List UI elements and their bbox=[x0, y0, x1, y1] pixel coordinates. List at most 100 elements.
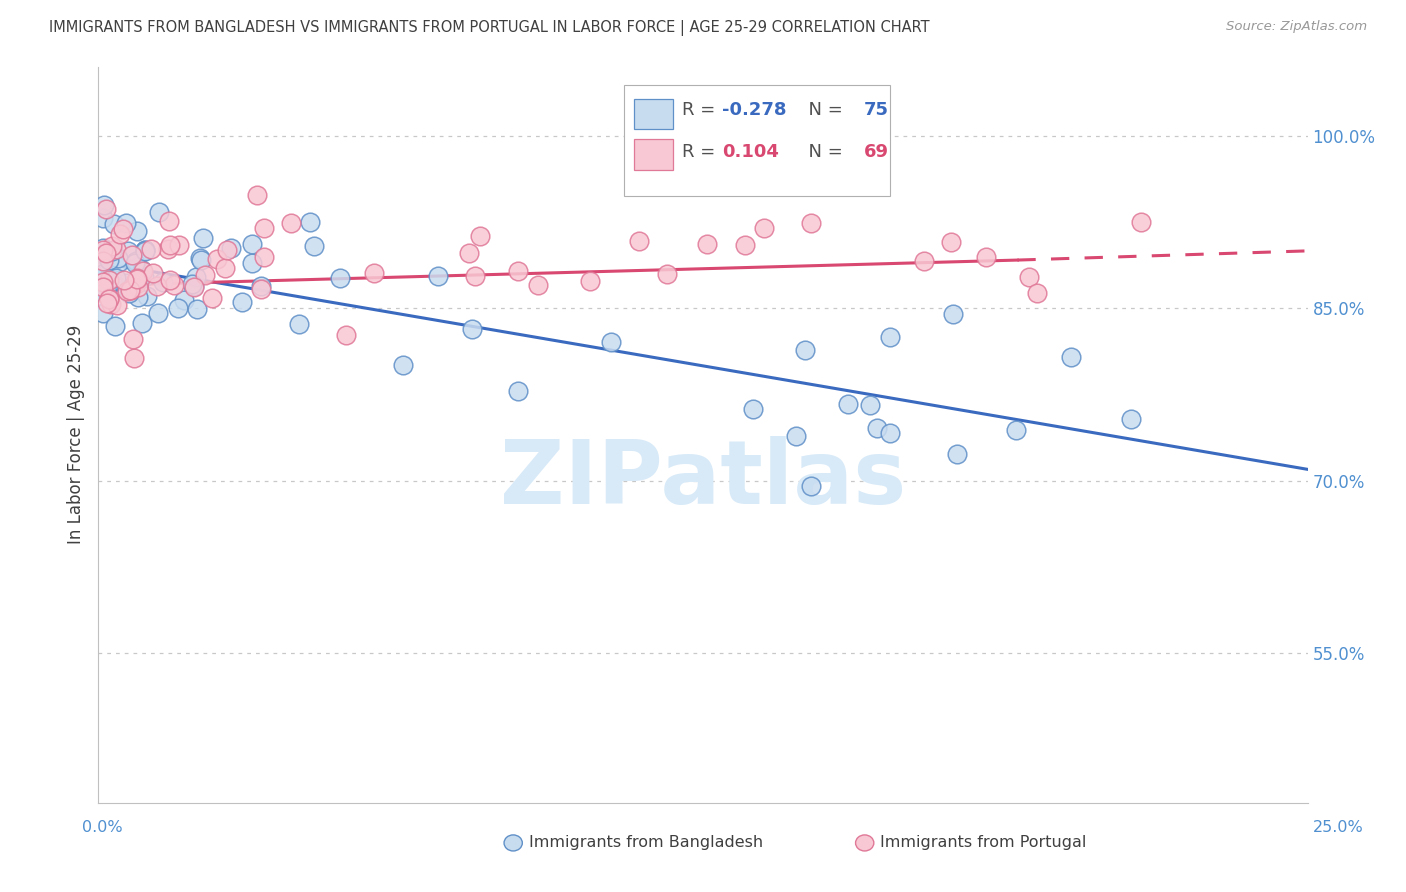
Point bbox=[201, 291, 224, 305]
Point bbox=[134, 244, 156, 258]
Point bbox=[157, 214, 180, 228]
Point bbox=[101, 275, 124, 289]
Point bbox=[93, 198, 115, 212]
Point bbox=[127, 279, 149, 293]
Point bbox=[118, 283, 141, 297]
Text: IMMIGRANTS FROM BANGLADESH VS IMMIGRANTS FROM PORTUGAL IN LABOR FORCE | AGE 25-2: IMMIGRANTS FROM BANGLADESH VS IMMIGRANTS… bbox=[49, 20, 929, 36]
Point bbox=[214, 260, 236, 275]
Point bbox=[742, 402, 765, 417]
Point bbox=[97, 291, 120, 305]
Text: R =: R = bbox=[682, 101, 721, 119]
Point bbox=[91, 211, 114, 226]
Point bbox=[124, 256, 146, 270]
Point bbox=[125, 277, 148, 292]
Point bbox=[134, 243, 156, 257]
Point bbox=[131, 316, 153, 330]
Point bbox=[159, 237, 181, 252]
Point bbox=[112, 221, 135, 235]
Point bbox=[121, 247, 143, 261]
Point bbox=[183, 278, 205, 293]
Point bbox=[1059, 350, 1081, 364]
Point bbox=[427, 269, 450, 284]
Point bbox=[173, 293, 195, 307]
Point bbox=[142, 266, 165, 280]
Point bbox=[217, 243, 239, 257]
Point bbox=[470, 228, 492, 243]
Text: 0.104: 0.104 bbox=[723, 143, 779, 161]
Point bbox=[655, 267, 678, 281]
Point bbox=[240, 255, 263, 269]
Text: Immigrants from Bangladesh: Immigrants from Bangladesh bbox=[529, 836, 763, 850]
Point bbox=[464, 269, 486, 284]
Point bbox=[146, 306, 169, 320]
Text: ZIPatlas: ZIPatlas bbox=[501, 435, 905, 523]
Point bbox=[122, 332, 145, 346]
Point bbox=[879, 426, 901, 441]
Point bbox=[148, 205, 170, 219]
Point bbox=[93, 266, 115, 280]
Point bbox=[194, 268, 217, 282]
Point bbox=[97, 293, 120, 307]
Point bbox=[118, 286, 141, 301]
Point bbox=[100, 239, 122, 253]
Point bbox=[131, 262, 153, 277]
Point bbox=[101, 274, 124, 288]
Point bbox=[752, 220, 775, 235]
Point bbox=[1018, 270, 1040, 285]
Point bbox=[941, 235, 963, 249]
Point bbox=[120, 283, 142, 297]
Point bbox=[859, 398, 882, 412]
Point bbox=[506, 264, 529, 278]
Point bbox=[946, 447, 969, 461]
Text: Immigrants from Portugal: Immigrants from Portugal bbox=[880, 836, 1087, 850]
Point bbox=[599, 334, 621, 349]
Point bbox=[100, 244, 122, 258]
Point bbox=[1005, 423, 1028, 437]
Point bbox=[250, 282, 273, 296]
Point bbox=[246, 188, 269, 202]
Point bbox=[93, 268, 115, 282]
Point bbox=[107, 252, 129, 266]
Point bbox=[461, 321, 484, 335]
Point bbox=[734, 237, 756, 252]
Point bbox=[105, 270, 128, 285]
Point bbox=[800, 479, 823, 493]
Point bbox=[250, 279, 273, 293]
Point bbox=[186, 301, 208, 316]
Point bbox=[115, 284, 138, 298]
Point bbox=[696, 237, 718, 252]
Text: -0.278: -0.278 bbox=[723, 101, 787, 119]
Point bbox=[91, 275, 114, 289]
Point bbox=[302, 238, 325, 252]
Point bbox=[96, 246, 118, 260]
Point bbox=[125, 254, 148, 268]
Point bbox=[91, 255, 114, 269]
Point bbox=[91, 285, 114, 300]
Point bbox=[104, 242, 127, 256]
Point bbox=[124, 275, 146, 289]
Point bbox=[506, 384, 529, 398]
Point bbox=[299, 215, 322, 229]
Point bbox=[335, 328, 357, 343]
Point bbox=[1121, 411, 1143, 425]
Point bbox=[98, 253, 121, 268]
Point bbox=[127, 271, 149, 285]
Point bbox=[135, 289, 157, 303]
Point bbox=[159, 273, 181, 287]
Point bbox=[110, 227, 132, 241]
FancyBboxPatch shape bbox=[634, 139, 672, 170]
Point bbox=[105, 298, 128, 312]
Point bbox=[127, 271, 149, 285]
Point bbox=[91, 242, 114, 256]
Point bbox=[124, 351, 146, 365]
Point bbox=[287, 317, 309, 331]
Point bbox=[785, 429, 807, 443]
Point bbox=[134, 243, 156, 257]
Point bbox=[127, 290, 149, 304]
Point bbox=[942, 307, 965, 321]
Point bbox=[363, 266, 385, 280]
Point bbox=[167, 301, 190, 315]
Point bbox=[527, 277, 550, 292]
Point bbox=[183, 280, 205, 294]
Point bbox=[627, 234, 650, 248]
